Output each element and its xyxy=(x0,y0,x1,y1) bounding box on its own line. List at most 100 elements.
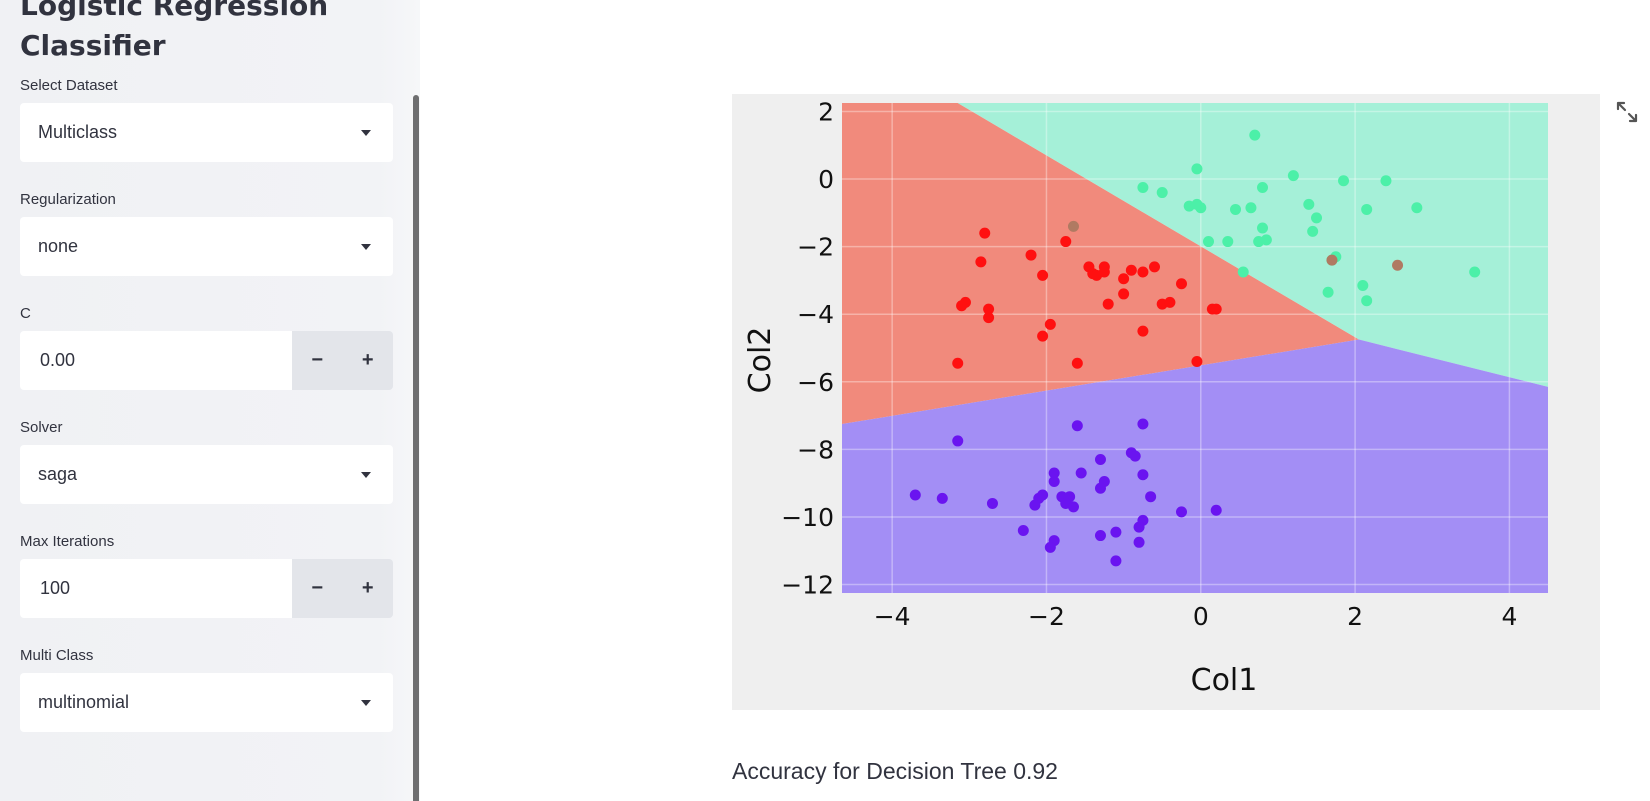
y-tick-label: −6 xyxy=(797,368,834,397)
regularization-select[interactable]: none xyxy=(20,217,393,276)
decision-region-green xyxy=(957,103,1548,387)
scatter-point xyxy=(1060,236,1072,248)
scatter-point xyxy=(1203,236,1215,248)
scatter-point xyxy=(1075,467,1087,479)
max-iterations-increment-button[interactable]: + xyxy=(342,559,393,618)
multi-class-label: Multi Class xyxy=(20,647,94,664)
scatter-point xyxy=(1156,187,1168,199)
scatter-point xyxy=(1249,129,1261,141)
scatter-point xyxy=(1380,175,1392,187)
scatter-point xyxy=(1137,181,1149,193)
scatter-point xyxy=(1322,286,1334,298)
y-tick-label: −12 xyxy=(781,571,834,600)
max-iterations-label: Max Iterations xyxy=(20,533,115,550)
scatter-point xyxy=(1245,202,1257,214)
main-content: −4 −2 0 2 4 2 0 −2 −4 −6 −8 −10 −12 Col1 Col2 Accura… xyxy=(420,0,1650,801)
scatter-point xyxy=(1137,418,1149,430)
scatter-point xyxy=(909,489,921,501)
chevron-down-icon xyxy=(361,699,371,706)
multi-class-select-value: multinomial xyxy=(38,692,130,712)
scatter-point xyxy=(1148,261,1160,273)
scatter-point xyxy=(986,497,998,509)
scatter-point xyxy=(1260,234,1272,246)
y-axis-label: Col2 xyxy=(743,327,778,394)
chevron-down-icon xyxy=(361,243,371,250)
scatter-point xyxy=(1175,506,1187,518)
scatter-point xyxy=(1125,264,1137,276)
solver-select-value: saga xyxy=(38,464,78,484)
scatter-point xyxy=(979,227,991,239)
scatter-point xyxy=(1110,526,1122,538)
scatter-point xyxy=(1222,236,1234,248)
scatter-point xyxy=(1164,296,1176,308)
scatter-point xyxy=(1257,181,1269,193)
scatter-point xyxy=(956,300,968,312)
scatter-point xyxy=(1338,175,1350,187)
scatter-point xyxy=(1133,536,1145,548)
chevron-down-icon xyxy=(361,129,371,136)
scatter-point xyxy=(1392,259,1404,271)
y-tick-label: −8 xyxy=(797,435,834,464)
scatter-point xyxy=(1071,420,1083,432)
scatter-point xyxy=(1025,249,1037,261)
scatter-point xyxy=(1361,203,1373,215)
scatter-point xyxy=(1137,325,1149,337)
scatter-point xyxy=(1210,303,1222,315)
x-tick-label: 4 xyxy=(1501,602,1517,631)
sidebar-scrollbar[interactable] xyxy=(413,95,419,801)
solver-select[interactable]: saga xyxy=(20,445,393,504)
y-tick-label: −10 xyxy=(781,503,834,532)
scatter-point xyxy=(1029,499,1041,511)
dataset-label: Select Dataset xyxy=(20,77,118,94)
c-number-input-group: − + xyxy=(20,331,393,390)
scatter-point xyxy=(1037,330,1049,342)
scatter-point xyxy=(1195,202,1207,214)
multi-class-select[interactable]: multinomial xyxy=(20,673,393,732)
scatter-point xyxy=(952,357,964,369)
scatter-point xyxy=(1102,298,1114,310)
scatter-point xyxy=(1094,530,1106,542)
accuracy-text: Accuracy for Decision Tree 0.92 xyxy=(732,758,1058,784)
c-label: C xyxy=(20,305,31,322)
scatter-point xyxy=(1071,357,1083,369)
scatter-point xyxy=(1361,295,1373,307)
max-iterations-input[interactable] xyxy=(20,559,292,618)
scatter-point xyxy=(1094,454,1106,466)
x-axis-label: Col1 xyxy=(1191,663,1258,698)
scatter-point xyxy=(1067,220,1079,232)
decision-boundary-chart: −4 −2 0 2 4 2 0 −2 −4 −6 −8 −10 −12 Col1 Col2 xyxy=(743,97,1548,698)
scatter-point xyxy=(1287,170,1299,182)
y-tick-label: 2 xyxy=(818,97,834,126)
scatter-point xyxy=(1037,269,1049,281)
scatter-point xyxy=(1118,273,1130,285)
scatter-point xyxy=(1303,198,1315,210)
scatter-point xyxy=(1191,163,1203,175)
x-tick-label: 0 xyxy=(1193,602,1209,631)
scatter-point xyxy=(1307,225,1319,237)
scatter-point xyxy=(1257,222,1269,234)
max-iterations-decrement-button[interactable]: − xyxy=(292,559,343,618)
scatter-point xyxy=(1098,266,1110,278)
x-tick-label: 2 xyxy=(1347,602,1363,631)
c-increment-button[interactable]: + xyxy=(342,331,393,390)
scatter-point xyxy=(1094,482,1106,494)
scatter-point xyxy=(1118,288,1130,300)
scatter-point xyxy=(975,256,987,268)
scatter-point xyxy=(1067,501,1079,513)
scatter-point xyxy=(1044,318,1056,330)
sidebar: Logistic Regression Classifier Select Da… xyxy=(0,0,420,801)
c-input[interactable] xyxy=(20,331,292,390)
scatter-point xyxy=(1469,266,1481,278)
scatter-point xyxy=(1210,504,1222,516)
scatter-point xyxy=(1357,279,1369,291)
x-tick-label: −4 xyxy=(874,602,911,631)
scatter-point xyxy=(936,492,948,504)
scatter-point xyxy=(1175,278,1187,290)
dataset-select[interactable]: Multiclass xyxy=(20,103,393,162)
max-iterations-number-input-group: − + xyxy=(20,559,393,618)
expand-icon[interactable] xyxy=(1615,100,1639,124)
scatter-point xyxy=(1110,555,1122,567)
scatter-point xyxy=(1191,356,1203,368)
c-decrement-button[interactable]: − xyxy=(292,331,343,390)
scatter-point xyxy=(1133,521,1145,533)
